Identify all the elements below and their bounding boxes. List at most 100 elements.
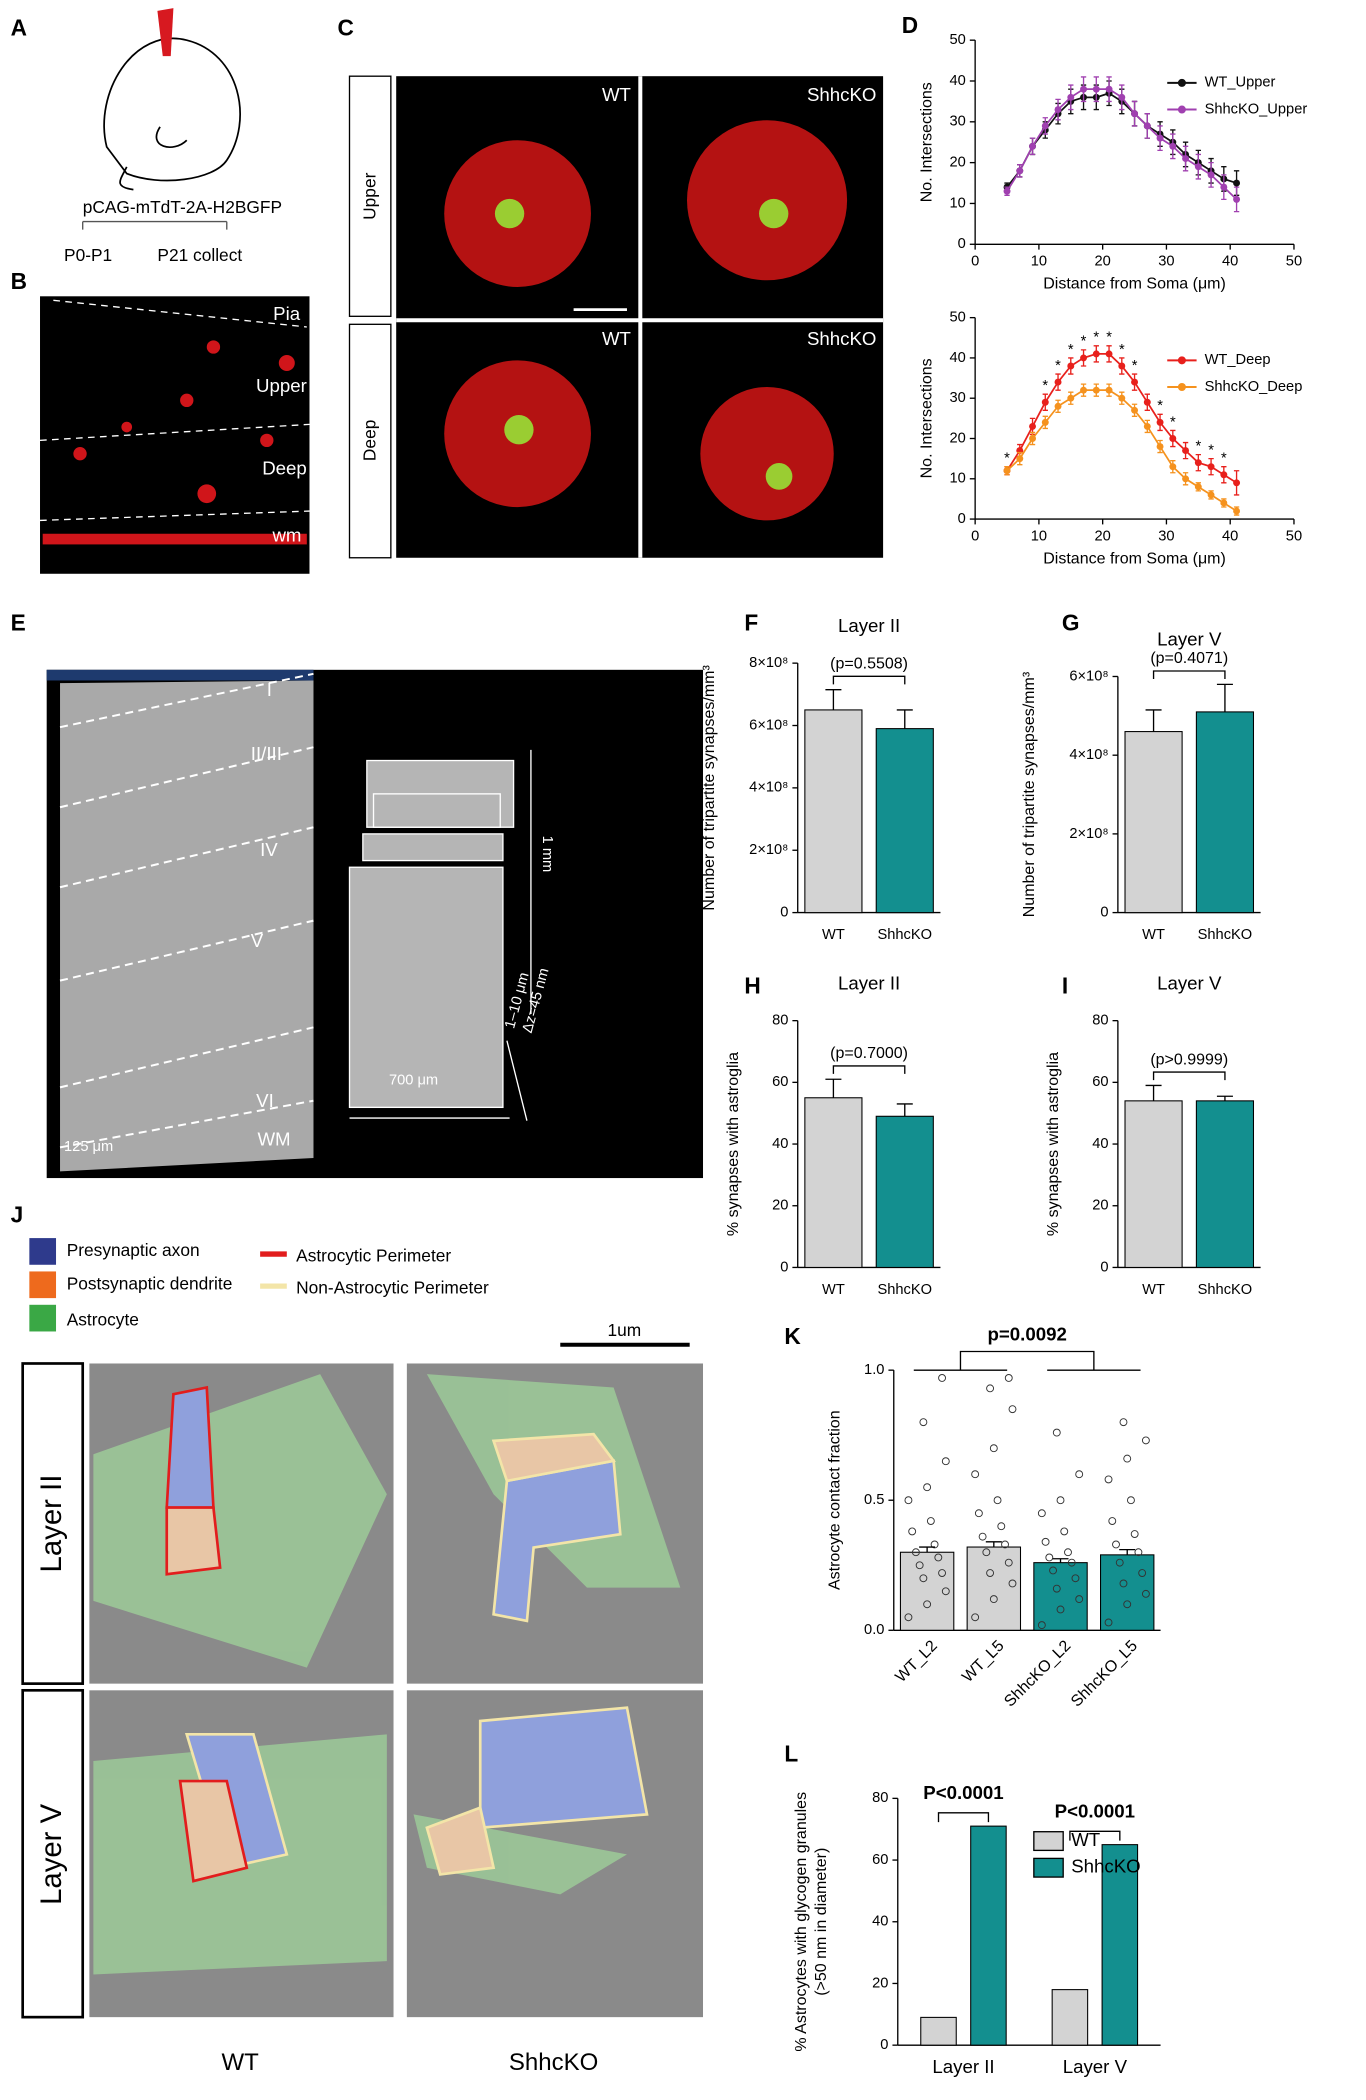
data-point xyxy=(1041,398,1049,406)
y-axis-label: Astrocyte contact fraction xyxy=(826,1410,843,1590)
x-tick-label: Layer V xyxy=(1063,2056,1128,2077)
y-tick-label: 0.5 xyxy=(864,1492,884,1508)
significance-mark: * xyxy=(1004,451,1010,467)
layer-label: II/III xyxy=(251,743,282,764)
legend-swatch xyxy=(1033,1831,1064,1852)
data-point xyxy=(1004,1558,1013,1567)
bar xyxy=(875,728,934,914)
shape xyxy=(121,421,133,433)
data-point xyxy=(1194,459,1202,467)
y-tick-label: 50 xyxy=(949,32,965,48)
data-point xyxy=(1075,1470,1084,1479)
data-point xyxy=(978,1532,987,1541)
data-point xyxy=(919,1418,928,1427)
shape xyxy=(180,393,194,408)
legend-marker xyxy=(1177,383,1186,392)
data-point xyxy=(1029,435,1036,442)
data-point xyxy=(930,1540,939,1549)
significance-mark: * xyxy=(1106,330,1112,346)
data-point xyxy=(1054,378,1062,386)
legend-label: Astrocyte xyxy=(67,1309,139,1329)
bracket xyxy=(1152,1071,1226,1081)
legend-label: ShhcKO_Deep xyxy=(1205,379,1303,395)
data-point xyxy=(1119,1418,1128,1427)
layer-label: V xyxy=(251,930,264,951)
bracket xyxy=(913,1350,1141,1371)
y-tick-label: 20 xyxy=(872,1975,888,1991)
shape xyxy=(700,387,834,521)
data-point xyxy=(1104,1475,1113,1484)
column-label: ShhcKO xyxy=(807,84,876,105)
y-tick-label: 0 xyxy=(1100,904,1108,920)
y-tick-label: 40 xyxy=(1092,1136,1108,1152)
timepoint: P0-P1 xyxy=(64,245,112,265)
y-axis-label: % synapses with astroglia xyxy=(725,1052,742,1236)
y-tick-label: 80 xyxy=(1092,1013,1108,1029)
x-tick-label: 0 xyxy=(971,528,979,544)
panel-label: L xyxy=(784,1741,798,1767)
data-point xyxy=(986,1384,995,1393)
data-point xyxy=(1080,354,1088,362)
row-box xyxy=(21,1362,85,1685)
data-point xyxy=(1052,1428,1061,1437)
row-label: Layer II xyxy=(35,1475,68,1573)
data-point xyxy=(904,1496,913,1505)
data-point xyxy=(1220,499,1228,507)
data-point xyxy=(1112,1540,1120,1549)
y-tick-label: 0 xyxy=(780,904,788,920)
panel-label: D xyxy=(902,12,918,38)
layer-boundary xyxy=(39,299,310,522)
data-point xyxy=(993,1496,1002,1505)
y-tick-label: 0 xyxy=(1100,1259,1108,1275)
data-point xyxy=(915,1561,924,1570)
data-point xyxy=(1008,1579,1017,1588)
row-label: Deep xyxy=(359,420,379,461)
data-point xyxy=(908,1527,917,1536)
x-tick-label: ShhcKO_L2 xyxy=(1001,1637,1074,1710)
x-tick-label: 50 xyxy=(1286,528,1302,544)
panel-label: J xyxy=(11,1202,24,1228)
data-point xyxy=(1037,1621,1046,1630)
data-point xyxy=(1141,1436,1150,1445)
panel-label: A xyxy=(11,14,27,40)
data-point xyxy=(1182,475,1190,483)
shape xyxy=(687,120,848,281)
data-point xyxy=(1056,1605,1065,1614)
shape xyxy=(494,198,525,229)
chart-title: Layer V xyxy=(1157,628,1222,649)
y-tick-label: 8×10⁸ xyxy=(749,655,788,671)
data-point xyxy=(926,1517,935,1525)
y-tick-label: 0 xyxy=(880,2037,888,2053)
y-tick-label: 1.0 xyxy=(864,1362,884,1378)
layer-label: IV xyxy=(260,839,278,860)
data-point xyxy=(1138,1569,1147,1577)
separator xyxy=(396,76,884,558)
layer-label: WM xyxy=(257,1129,290,1150)
cells xyxy=(42,340,307,545)
nuclei xyxy=(494,198,793,490)
p-value: (p>0.9999) xyxy=(1150,1051,1228,1068)
data-point xyxy=(971,1613,980,1622)
data-point xyxy=(1143,122,1151,130)
y-tick-label: 40 xyxy=(949,350,965,366)
chart-title: Layer II xyxy=(838,973,900,994)
x-tick-label: WT xyxy=(822,927,845,943)
scale-label: 1um xyxy=(607,1320,641,1340)
y-tick-label: 2×10⁸ xyxy=(1069,826,1108,842)
shape xyxy=(478,1706,649,1830)
legend-label: WT_Deep xyxy=(1205,352,1271,368)
layer-label: Upper xyxy=(256,375,307,396)
data-point xyxy=(1008,1405,1017,1414)
data-point xyxy=(1233,179,1241,187)
data-point xyxy=(1169,142,1177,150)
data-point xyxy=(1131,110,1139,118)
chart-title: Layer V xyxy=(1157,973,1222,994)
layer-label: VI xyxy=(256,1090,274,1111)
legend-label: Astrocytic Perimeter xyxy=(296,1245,451,1265)
legend-label: Presynaptic axon xyxy=(67,1240,200,1260)
column-label: WT xyxy=(221,2049,259,2076)
bar xyxy=(899,1551,955,1631)
layer-label: Pia xyxy=(273,303,301,324)
y-axis-label: (>50 nm in diameter) xyxy=(813,1848,830,1996)
